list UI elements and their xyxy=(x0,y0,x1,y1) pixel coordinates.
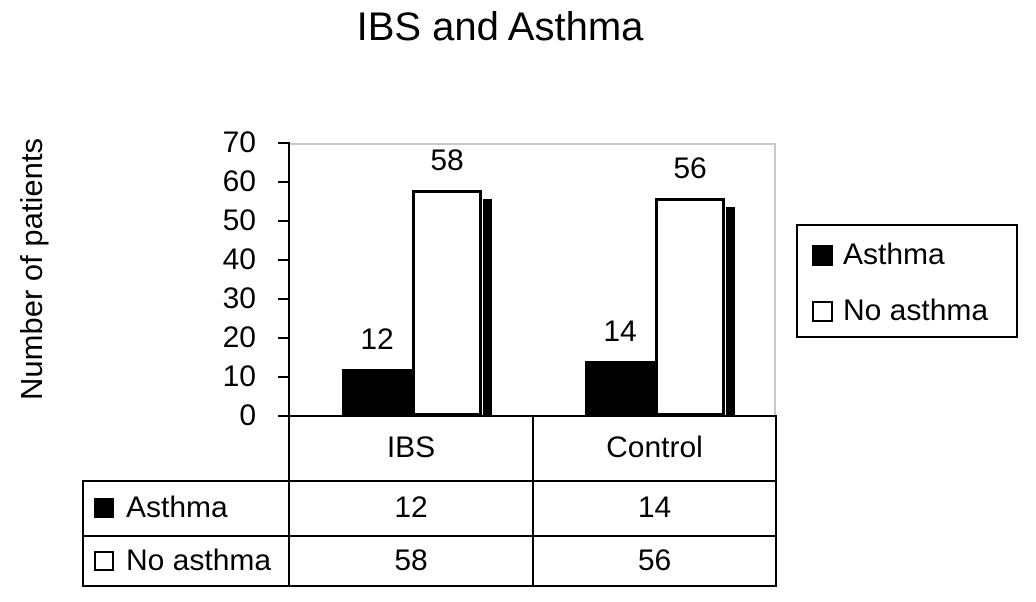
y-tick-label-40: 40 xyxy=(222,243,256,276)
table-value-no-asthma-ibs: 58 xyxy=(394,543,428,577)
chart-title: IBS and Asthma xyxy=(356,5,644,49)
table-row-key-asthma: Asthma xyxy=(84,482,298,534)
table-row-label: No asthma xyxy=(126,543,272,577)
y-tick-label-20: 20 xyxy=(222,321,256,354)
no-asthma-legend-swatch xyxy=(812,300,833,322)
table-border-v xyxy=(288,415,290,587)
legend-item-asthma: Asthma xyxy=(812,239,945,271)
y-tick-label-60: 60 xyxy=(222,165,256,198)
table-value-asthma-ibs: 12 xyxy=(394,491,428,524)
data-label-no-asthma-ibs: 58 xyxy=(430,143,464,177)
table-border-v xyxy=(775,415,777,587)
y-tick-mark-10 xyxy=(278,376,290,378)
data-label-asthma-control: 14 xyxy=(603,315,637,349)
table-row-key-no-asthma: No asthma xyxy=(84,537,298,584)
table-category-ibs: IBS xyxy=(386,431,436,464)
table-border-h xyxy=(82,585,777,587)
bar-no-asthma-control xyxy=(655,197,725,416)
table-border-v xyxy=(82,480,84,587)
bar-asthma-control xyxy=(585,361,655,416)
y-axis-title: Number of patients xyxy=(14,138,49,400)
y-tick-label-10: 10 xyxy=(222,360,256,393)
legend: Asthma No asthma xyxy=(796,224,1018,338)
legend-label: Asthma xyxy=(843,238,945,271)
asthma-legend-swatch xyxy=(812,244,833,266)
table-category-control: Control xyxy=(606,431,703,464)
y-tick-label-30: 30 xyxy=(222,282,256,315)
data-label-no-asthma-control: 56 xyxy=(673,151,707,185)
no-asthma-key-swatch xyxy=(94,550,114,571)
bar-asthma-ibs xyxy=(342,369,412,416)
y-tick-mark-50 xyxy=(278,220,290,222)
table-value-asthma-control: 14 xyxy=(637,491,672,524)
table-row-label: Asthma xyxy=(126,491,228,524)
table-value-no-asthma-control: 56 xyxy=(637,543,672,577)
plot-area xyxy=(289,143,776,416)
y-tick-label-70: 70 xyxy=(222,126,256,159)
table-border-h xyxy=(82,480,777,482)
y-tick-mark-0 xyxy=(278,415,290,417)
data-label-asthma-ibs: 12 xyxy=(360,323,394,357)
table-border-v xyxy=(532,415,534,587)
y-tick-label-0: 0 xyxy=(239,399,256,432)
bar-no-asthma-ibs xyxy=(412,189,482,416)
legend-item-no-asthma: No asthma xyxy=(812,295,988,327)
y-tick-mark-30 xyxy=(278,298,290,300)
bar-shadow-control xyxy=(726,206,735,416)
table-border-h xyxy=(82,535,777,537)
y-axis-line xyxy=(288,143,290,417)
asthma-key-swatch xyxy=(94,498,114,518)
y-tick-mark-60 xyxy=(278,181,290,183)
y-tick-mark-40 xyxy=(278,259,290,261)
y-tick-mark-20 xyxy=(278,337,290,339)
legend-label: No asthma xyxy=(843,294,989,327)
y-tick-mark-70 xyxy=(278,142,290,144)
bar-shadow-ibs xyxy=(483,198,492,416)
y-tick-label-50: 50 xyxy=(222,204,256,237)
